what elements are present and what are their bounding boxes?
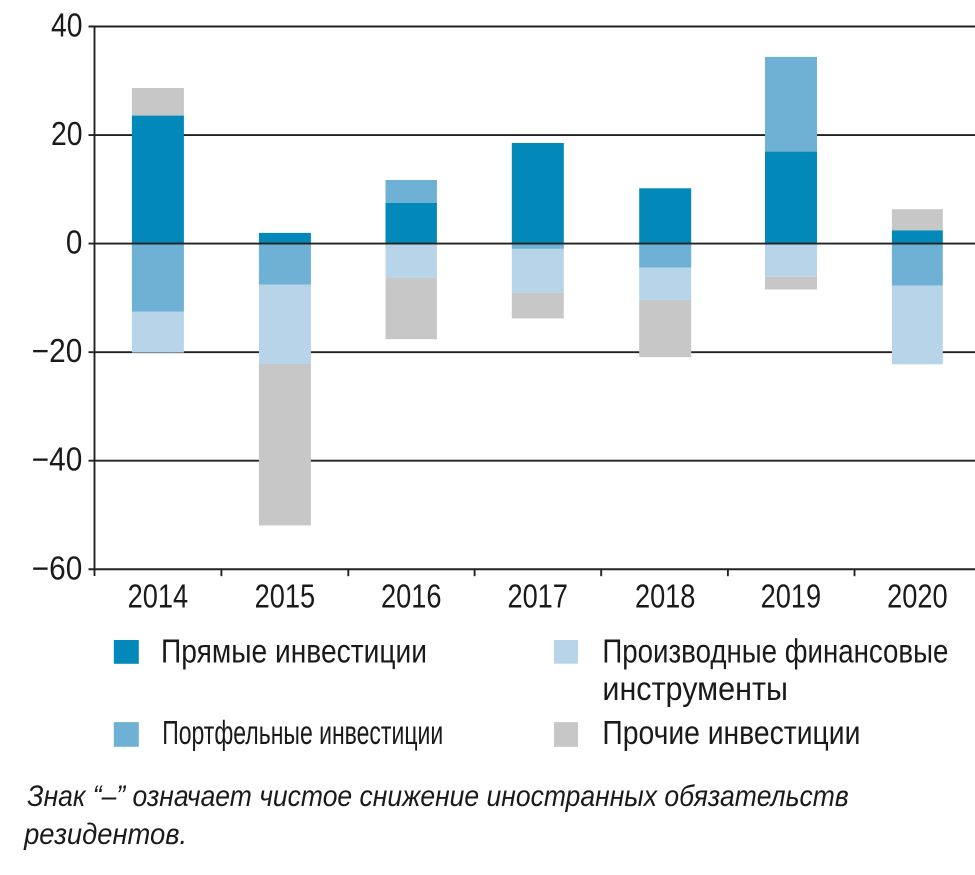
svg-text:2020: 2020 [887,578,948,615]
svg-text:Прочие инвестиции: Прочие инвестиции [602,714,860,751]
svg-text:Знак “–” означает чистое сниже: Знак “–” означает чистое снижение иностр… [27,780,848,813]
svg-text:0: 0 [66,224,83,261]
svg-text:2015: 2015 [255,578,316,615]
svg-text:−40: −40 [32,441,83,478]
svg-text:Производные финансовые: Производные финансовые [602,632,948,669]
svg-text:2018: 2018 [635,578,696,615]
svg-text:20: 20 [51,115,83,152]
svg-text:2016: 2016 [381,578,442,615]
svg-text:−20: −20 [32,332,83,369]
svg-text:резидентов.: резидентов. [23,818,187,851]
svg-text:2019: 2019 [761,578,822,615]
svg-text:инструменты: инструменты [602,670,788,707]
svg-text:2017: 2017 [507,578,568,615]
svg-text:Прямые инвестиции: Прямые инвестиции [161,633,427,670]
svg-text:2014: 2014 [128,578,189,615]
svg-text:40: 40 [51,7,83,44]
svg-text:−60: −60 [32,549,83,586]
svg-text:Портфельные инвестиции: Портфельные инвестиции [162,714,443,751]
